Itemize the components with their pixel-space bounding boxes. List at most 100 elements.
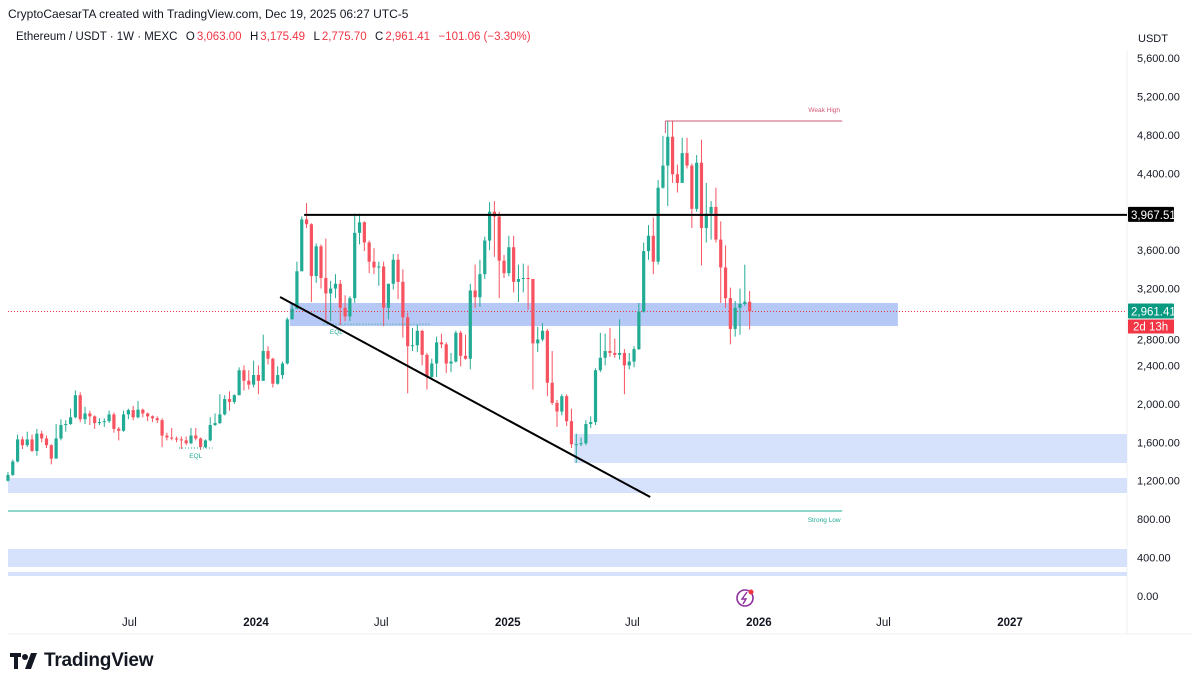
high-value: 3,175.49 [260, 31, 306, 43]
candle-down [565, 396, 569, 422]
candle-down [728, 298, 732, 329]
close-value: 2,961.41 [385, 31, 431, 43]
candle-up [516, 278, 521, 282]
candle-down [555, 402, 559, 412]
y-tick-label: 400.00 [1137, 553, 1171, 565]
y-tick-label: 800.00 [1137, 514, 1171, 526]
candle-down [49, 445, 53, 459]
candle-down [748, 301, 752, 312]
y-tick-label: 2,000.00 [1137, 399, 1180, 411]
candle-down [699, 162, 704, 229]
y-tick-label: 5,200.00 [1137, 91, 1180, 103]
candle-down [685, 153, 689, 166]
candle-up [6, 474, 10, 481]
candle-down [497, 216, 501, 261]
candle-down [319, 246, 323, 279]
demand-zone [573, 434, 1127, 464]
candle-up [468, 290, 472, 359]
candle-up [415, 330, 419, 346]
candle-up [218, 414, 222, 424]
candle-up [579, 443, 583, 445]
eql-label: EQL [189, 453, 202, 460]
candle-down [194, 435, 198, 439]
candle-down [44, 438, 49, 446]
candle-down [367, 242, 371, 262]
open-value: 3,063.00 [196, 31, 242, 43]
candle-down [146, 413, 150, 417]
candle-down [160, 420, 164, 436]
high-label: H [249, 31, 259, 43]
candle-down [613, 352, 617, 355]
candle-down [651, 235, 655, 262]
candle-up [203, 440, 208, 448]
candle-up [627, 361, 631, 366]
y-tick-label: 2,800.00 [1137, 334, 1180, 346]
candle-up [25, 439, 29, 446]
candle-up [521, 278, 525, 280]
candle-down [247, 380, 251, 385]
candle-up [540, 330, 545, 340]
candle-up [695, 162, 699, 209]
candle-down [545, 330, 549, 383]
trendline [279, 296, 651, 498]
demand-zone [289, 302, 898, 327]
candle-up [434, 342, 439, 364]
candle-up [348, 298, 352, 317]
candle-up [251, 375, 256, 385]
x-tick-label: Jul [876, 617, 891, 629]
candle-up [589, 422, 593, 425]
lightning-icon[interactable] [736, 589, 754, 607]
symbol-name[interactable]: Ethereum / USDT · 1W · MEXC [16, 31, 178, 43]
candle-up [232, 395, 236, 402]
candle-up [300, 219, 304, 272]
candle-down [227, 399, 232, 402]
candle-up [483, 240, 487, 275]
y-tick-label: 4,800.00 [1137, 130, 1180, 142]
candle-up [357, 222, 362, 233]
candle-up [603, 351, 607, 358]
demand-zone [8, 571, 1127, 577]
candle-down [174, 438, 179, 440]
candle-up [618, 352, 622, 355]
candle-up [454, 332, 458, 362]
candle-down [199, 438, 203, 448]
candle-down [463, 355, 468, 359]
price-label: 2,961.41 [1131, 306, 1176, 318]
price-label: 3,967.51 [1131, 210, 1176, 222]
eql-label: EQL [330, 329, 343, 336]
y-tick-label: 1,200.00 [1137, 476, 1180, 488]
low-label: L [313, 31, 320, 43]
candle-up [391, 259, 395, 284]
x-tick-label: 2024 [243, 617, 269, 629]
candle-down [78, 395, 82, 420]
candle-down [569, 421, 574, 445]
tradingview-logo-icon [10, 653, 37, 669]
candle-up [285, 319, 289, 364]
candle-up [656, 187, 660, 262]
candle-down [382, 266, 386, 308]
x-tick-label: Jul [122, 617, 137, 629]
candle-down [550, 382, 554, 403]
candle-down [723, 267, 728, 299]
candle-down [690, 165, 694, 209]
candle-down [30, 439, 34, 451]
countdown-bg [1128, 319, 1174, 334]
candle-up [704, 213, 708, 229]
candle-down [608, 351, 612, 353]
candle-down [372, 261, 376, 268]
candle-down [396, 259, 400, 282]
candle-up [646, 235, 651, 252]
candle-up [377, 266, 381, 268]
candle-down [526, 278, 530, 280]
candle-down [439, 342, 444, 345]
candle-up [54, 438, 58, 459]
candle-down [304, 219, 309, 225]
candle-up [743, 301, 747, 304]
candle-up [584, 424, 588, 444]
x-tick-label: 2026 [746, 617, 772, 629]
candle-down [425, 354, 429, 377]
candle-down [675, 174, 679, 183]
price-label-bg [1128, 303, 1174, 319]
y-tick-label: 4,400.00 [1137, 168, 1180, 180]
